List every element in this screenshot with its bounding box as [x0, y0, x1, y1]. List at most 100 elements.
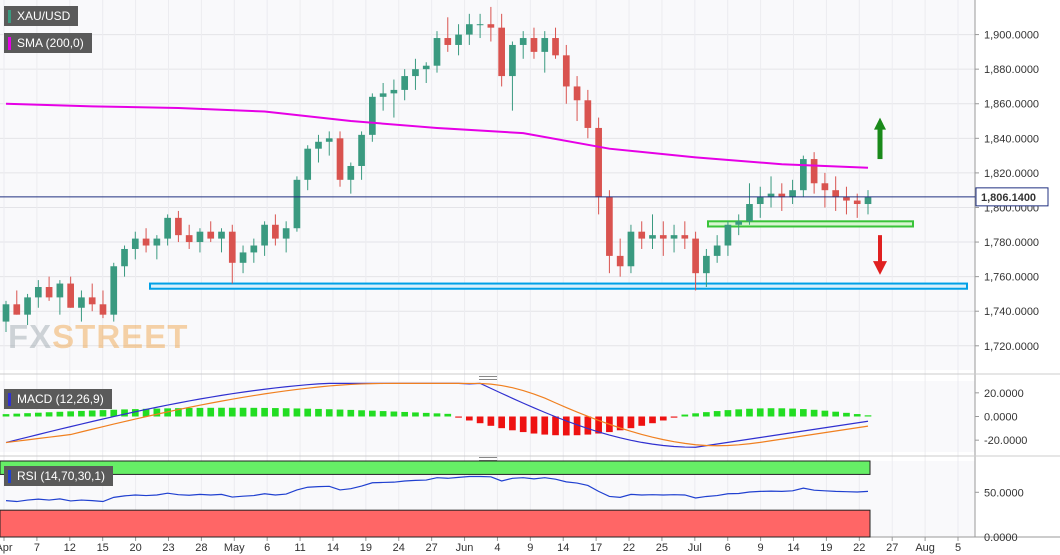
macd-histogram-bar: [832, 411, 840, 417]
price-axis-label: 1,860.0000: [984, 99, 1039, 111]
macd-histogram-bar: [595, 416, 602, 434]
time-axis-label: 14: [787, 542, 799, 554]
time-axis-label: 27: [886, 542, 898, 554]
candle-body: [358, 134, 365, 166]
symbol-legend[interactable]: XAU/USD: [4, 6, 79, 26]
price-axis-label: 1,760.0000: [984, 272, 1039, 284]
macd-histogram-bar: [746, 408, 753, 417]
macd-histogram-bar: [88, 410, 96, 417]
candle-body: [800, 159, 807, 191]
macd-histogram-bar: [2, 414, 10, 417]
price-axis-label: 1,740.0000: [984, 306, 1039, 318]
watermark-fx: FX: [8, 318, 53, 355]
macd-histogram-bar: [282, 408, 290, 417]
candle-body: [606, 197, 613, 256]
rsi-overbought-zone: [0, 460, 871, 475]
candle-body: [455, 34, 462, 45]
panel-resize-handle: [479, 379, 497, 380]
time-axis-label: 25: [656, 542, 668, 554]
sma-color-swatch: [8, 36, 11, 50]
macd-histogram-bar: [401, 411, 409, 417]
candle-body: [379, 93, 387, 97]
macd-histogram-bar: [562, 416, 570, 436]
candle-body: [175, 217, 182, 236]
candle-body: [519, 38, 527, 45]
time-axis-label: 11: [294, 542, 305, 554]
sma-legend[interactable]: SMA (200,0): [4, 33, 92, 53]
candle-body: [239, 252, 247, 263]
time-axis-label: 19: [820, 542, 832, 554]
candle-body: [45, 287, 53, 298]
macd-histogram-bar: [315, 408, 322, 417]
candle-body: [13, 304, 21, 315]
macd-histogram-bar: [465, 416, 473, 421]
rsi-oversold-zone: [0, 509, 871, 538]
candle-body: [272, 224, 279, 239]
price-panel-bg: [0, 0, 975, 370]
time-axis-label: 6: [725, 542, 731, 554]
candle-body: [444, 38, 452, 45]
rsi-line: [5, 475, 869, 503]
macd-histogram-bar: [422, 412, 430, 417]
candle-body: [422, 65, 430, 70]
time-axis-label: Jun: [456, 542, 474, 554]
macd-axis-label: 0.0000: [984, 412, 1018, 424]
last-price-tag-bg: [975, 187, 1049, 207]
candle-body: [810, 159, 818, 184]
macd-histogram-bar: [218, 407, 225, 417]
price-axis-label: 1,780.0000: [984, 237, 1039, 249]
candle-body: [735, 221, 743, 225]
candle-body: [293, 179, 301, 229]
candle-body: [250, 245, 258, 253]
macd-histogram-bar: [638, 416, 646, 426]
candle-body: [638, 231, 646, 239]
candle-body: [336, 138, 344, 180]
candle-body: [24, 297, 31, 315]
candle-body: [56, 283, 64, 298]
candle-body: [778, 193, 786, 198]
time-axis-label: Aug: [915, 542, 935, 554]
rsi-color-swatch: [8, 469, 11, 483]
time-axis-label: 9: [527, 542, 533, 554]
candle-body: [465, 24, 473, 35]
panel-resize-handle: [479, 457, 497, 458]
macd-label: MACD (12,26,9): [17, 392, 104, 406]
macd-histogram-bar: [487, 416, 495, 426]
rsi-legend[interactable]: RSI (14,70,30,1): [4, 466, 114, 486]
macd-histogram-bar: [293, 408, 301, 417]
macd-histogram-bar: [228, 407, 236, 417]
macd-legend[interactable]: MACD (12,26,9): [4, 389, 112, 409]
macd-histogram-bar: [131, 409, 139, 417]
macd-histogram-bar: [444, 413, 452, 417]
candle-body: [228, 231, 236, 263]
time-axis-label: 22: [623, 542, 635, 554]
rsi-axis-label: 0.0000: [984, 532, 1018, 544]
candle-body: [207, 231, 215, 239]
candle-body: [853, 200, 861, 205]
macd-histogram-bar: [433, 413, 441, 417]
down-arrow-head: [873, 261, 887, 275]
time-axis-label: 6: [264, 542, 270, 554]
macd-histogram-bar: [573, 416, 581, 436]
macd-histogram-bar: [519, 416, 527, 433]
candle-body: [282, 228, 290, 239]
support-zone: [149, 282, 968, 290]
candle-body: [369, 96, 376, 135]
candle-body: [832, 190, 840, 198]
candle-body: [541, 38, 549, 52]
candle-body: [121, 248, 128, 267]
candle-body: [347, 165, 355, 180]
macd-histogram-bar: [325, 409, 333, 417]
candle-body: [110, 266, 118, 315]
time-axis-label: Apr: [0, 542, 13, 554]
time-axis-label: 23: [162, 542, 174, 554]
macd-histogram-bar: [196, 407, 204, 417]
candle-body: [261, 224, 268, 246]
watermark-logo: FXSTREET: [8, 318, 188, 356]
macd-color-swatch: [8, 392, 11, 406]
macd-histogram-bar: [843, 412, 850, 417]
candle-body: [99, 304, 107, 315]
macd-histogram-bar: [649, 416, 656, 424]
